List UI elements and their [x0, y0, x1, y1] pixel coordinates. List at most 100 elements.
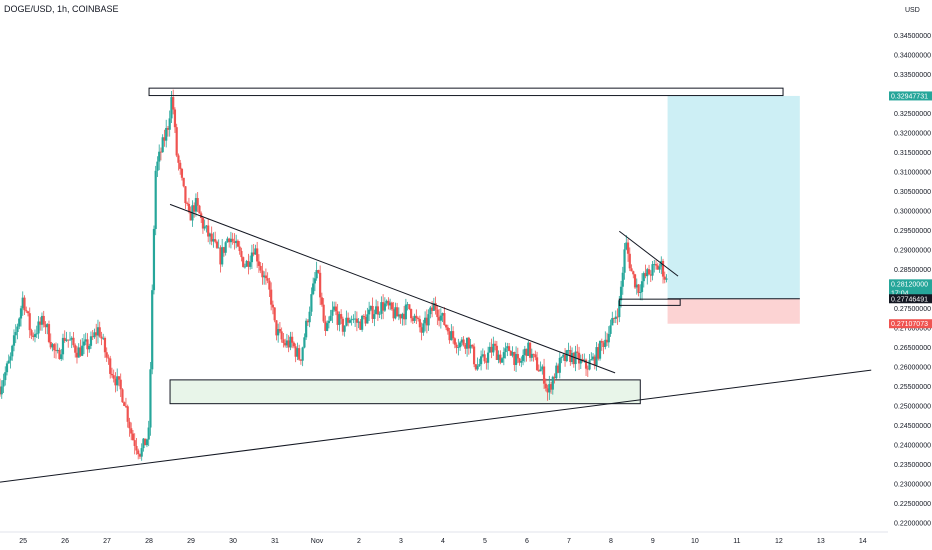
candle-body: [322, 304, 325, 322]
candle-body: [483, 354, 486, 362]
candle-body: [474, 364, 477, 370]
candle-body: [282, 339, 285, 344]
candle-body: [9, 356, 12, 361]
candle-body: [609, 325, 612, 334]
candle-body: [263, 275, 266, 278]
candle-body: [49, 341, 52, 348]
candle-body: [305, 320, 308, 338]
x-tick-label: 12: [775, 538, 783, 545]
x-tick-label: 13: [817, 538, 825, 545]
candle-body: [44, 324, 47, 328]
candle-body: [252, 252, 255, 255]
candle-body: [434, 303, 437, 310]
candle-body: [514, 354, 518, 365]
candle-body: [597, 347, 600, 359]
candle-body: [465, 337, 469, 349]
candle-body: [448, 331, 451, 341]
y-tick-label: 0.22500000: [894, 501, 931, 508]
candle-body: [60, 354, 63, 360]
candle-body: [516, 354, 519, 359]
candle-body: [502, 352, 505, 359]
candle-body: [385, 300, 388, 304]
candle-body: [235, 240, 238, 244]
candle-body: [661, 260, 665, 277]
candle-body: [604, 339, 607, 347]
x-tick-label: Nov: [311, 538, 324, 545]
candle-body: [392, 309, 395, 319]
candle-body: [528, 342, 532, 358]
y-tick-label: 0.26000000: [894, 365, 931, 372]
candle-body: [229, 238, 233, 243]
candle-body: [137, 450, 140, 455]
candle-body: [546, 388, 549, 393]
candle-body: [308, 311, 311, 323]
candle-body: [427, 314, 430, 326]
candle-body: [65, 339, 68, 341]
candle-body: [534, 354, 537, 358]
candle-body: [306, 320, 309, 323]
candle-body: [161, 137, 164, 153]
candle-body: [312, 283, 315, 295]
candle-body: [277, 328, 280, 336]
candle-body: [121, 389, 124, 403]
candle-body: [647, 269, 651, 275]
candle-body: [242, 257, 245, 267]
y-tick-label: 0.27000000: [894, 326, 931, 333]
candle-body: [30, 330, 33, 336]
candle-body: [527, 342, 530, 356]
rising-support-line: [0, 369, 872, 483]
resistance-box: [148, 87, 784, 97]
candle-body: [555, 365, 558, 379]
candle-body: [81, 345, 84, 356]
candle-body: [256, 248, 259, 262]
candle-body: [630, 268, 633, 272]
x-tick-label: 4: [441, 538, 445, 545]
candle-body: [436, 309, 439, 318]
y-tick-label: 0.32000000: [894, 131, 931, 138]
candle-body: [4, 372, 7, 381]
candle-body: [579, 358, 582, 364]
candle-body: [28, 313, 31, 331]
candle-body: [109, 358, 112, 374]
candle-body: [236, 240, 240, 247]
candle-body: [340, 314, 343, 319]
candle-body: [320, 297, 323, 305]
candle-body: [558, 357, 561, 373]
candle-body: [103, 337, 107, 353]
candle-body: [376, 306, 379, 315]
candle-body: [345, 317, 348, 326]
candle-body: [144, 438, 147, 446]
candle-body: [249, 262, 252, 267]
price-tag: [889, 279, 932, 298]
y-tick-label: 0.29000000: [894, 248, 931, 255]
x-tick-label: 11: [733, 538, 740, 545]
candle-body: [665, 278, 668, 280]
candle-body: [633, 274, 637, 288]
target-zone: [667, 95, 800, 299]
candle-body: [504, 348, 507, 353]
candle-body: [334, 306, 337, 312]
candle-body: [100, 336, 103, 339]
candle-body: [458, 342, 462, 348]
candle-body: [424, 317, 427, 324]
candle-body: [259, 265, 262, 271]
candle-body: [215, 241, 219, 248]
candle-body: [212, 239, 215, 242]
candle-body: [438, 317, 441, 321]
candle-body: [450, 331, 453, 341]
candle-body: [210, 233, 213, 242]
candle-body: [649, 274, 652, 276]
candle-body: [240, 251, 243, 258]
candle-body: [341, 318, 344, 332]
candle-body: [203, 226, 206, 229]
candle-body: [140, 448, 143, 457]
candle-body: [23, 297, 26, 311]
candle-body: [600, 341, 603, 343]
candle-body: [383, 303, 386, 311]
candle-body: [464, 344, 467, 349]
candle-body: [628, 253, 631, 269]
candle-body: [112, 375, 115, 379]
candle-body: [165, 127, 168, 141]
candle-body: [131, 433, 135, 441]
